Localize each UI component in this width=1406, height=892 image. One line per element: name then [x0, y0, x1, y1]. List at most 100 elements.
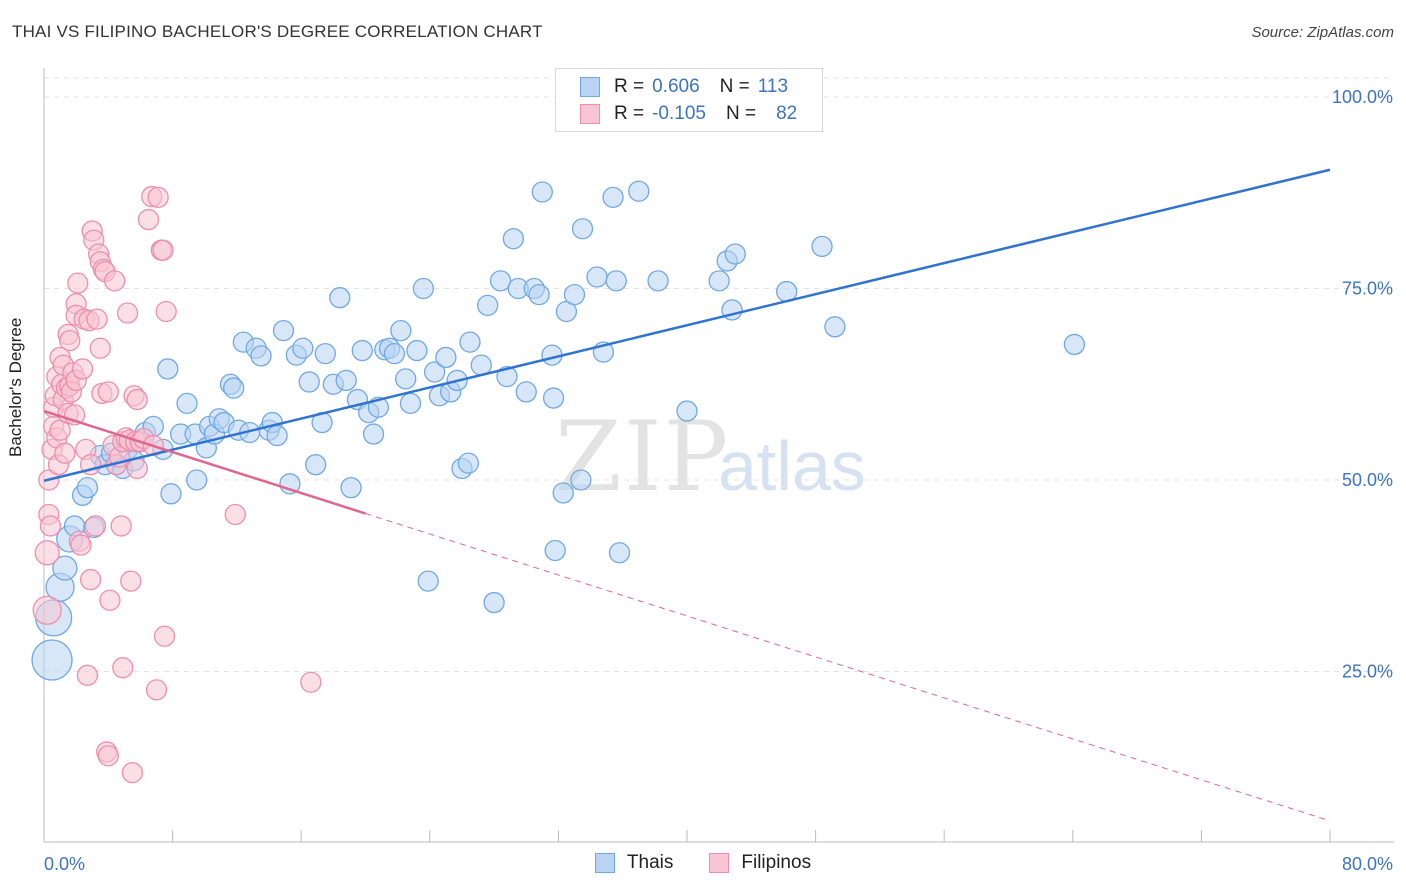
- thais-point: [489, 270, 512, 292]
- filipinos-point: [155, 300, 177, 323]
- filipinos-point: [145, 679, 168, 701]
- thais-point: [31, 639, 73, 681]
- filipinos-point: [70, 534, 92, 556]
- thais-point: [305, 454, 327, 476]
- filipinos-swatch: [709, 853, 730, 873]
- filipinos-swatch: [580, 104, 600, 124]
- filipinos-point: [84, 515, 107, 537]
- thais-point: [628, 180, 650, 202]
- thais-point: [544, 539, 566, 562]
- thais-point: [811, 235, 833, 258]
- r-label: R =: [614, 103, 645, 124]
- filipinos-point: [89, 337, 111, 359]
- filipinos-point: [126, 457, 148, 480]
- thais-point: [412, 277, 435, 300]
- thais-point: [708, 270, 730, 292]
- thais-point: [483, 591, 505, 614]
- thais-point: [602, 186, 624, 208]
- thais-point: [477, 294, 499, 317]
- thais-swatch: [594, 853, 615, 873]
- chart-title: THAI VS FILIPINO BACHELOR'S DEGREE CORRE…: [12, 22, 543, 41]
- thais-point: [528, 283, 550, 306]
- thais-point: [502, 228, 525, 250]
- filipinos-point: [67, 272, 89, 294]
- r-value: -0.105: [652, 103, 706, 124]
- thais-point: [298, 371, 320, 393]
- n-value: 82: [776, 103, 798, 124]
- thais-point: [390, 319, 412, 342]
- filipinos-point: [97, 745, 119, 767]
- thais-point: [423, 361, 446, 383]
- thais-point: [571, 218, 594, 240]
- y-tick-label: 25.0%: [1342, 662, 1393, 682]
- legend-item-thais[interactable]: Thais: [594, 852, 674, 874]
- filipinos-point: [153, 625, 176, 647]
- filipinos-point: [116, 302, 139, 324]
- thais-swatch: [580, 77, 600, 97]
- thais-point: [605, 270, 627, 292]
- thais-point: [250, 345, 272, 367]
- filipinos-point: [59, 329, 81, 352]
- filipinos-point: [32, 595, 62, 625]
- filipinos-point: [34, 540, 60, 566]
- n-label: N =: [719, 76, 750, 97]
- x-tick-label: 0.0%: [44, 854, 85, 874]
- thais-point: [383, 342, 406, 365]
- thais-point: [570, 469, 592, 491]
- thais-point: [186, 469, 208, 491]
- filipinos-point: [76, 664, 99, 686]
- thais-point: [542, 387, 565, 409]
- thais-point: [351, 339, 373, 362]
- thais-point: [329, 287, 351, 309]
- thais-point: [647, 270, 669, 292]
- thais-point: [676, 400, 698, 422]
- source-label: Source: ZipAtlas.com: [1251, 24, 1394, 41]
- legend-label: Filipinos: [741, 852, 812, 873]
- thais-point: [395, 368, 417, 390]
- thais-point: [266, 424, 288, 447]
- n-label: N =: [725, 103, 757, 124]
- thais-point: [292, 337, 314, 359]
- thais-point: [340, 477, 362, 499]
- thais-point: [406, 339, 428, 362]
- filipinos-point: [224, 503, 246, 526]
- thais-point: [435, 346, 457, 369]
- filipinos-point: [54, 442, 76, 464]
- filipinos-point: [79, 568, 102, 591]
- thais-point: [272, 319, 295, 342]
- thais-point: [824, 316, 846, 338]
- filipinos-point: [112, 657, 134, 679]
- y-tick-label: 50.0%: [1342, 470, 1393, 490]
- thais-point: [362, 423, 385, 445]
- thais-point: [417, 570, 439, 592]
- legend-item-filipinos[interactable]: Filipinos: [709, 852, 811, 874]
- thais-point: [496, 365, 518, 388]
- y-axis-label: Bachelor's Degree: [6, 317, 25, 457]
- thais-point: [459, 331, 481, 353]
- thais-point: [52, 555, 78, 581]
- thais-point: [515, 381, 537, 403]
- watermark-zip: ZIP: [555, 401, 730, 513]
- r-value: 0.606: [652, 76, 700, 97]
- filipinos-point: [110, 515, 132, 537]
- watermark-atlas: atlas: [718, 427, 866, 505]
- thais-point: [531, 181, 553, 203]
- stats-legend: R = 0.606 N = 113 R = -0.105 N = 82: [555, 68, 823, 132]
- filipinos-point: [121, 761, 144, 784]
- thais-point: [724, 243, 746, 265]
- filipinos-point: [104, 270, 126, 292]
- thais-point: [160, 483, 182, 505]
- filipinos-point: [120, 570, 142, 592]
- filipinos-point: [300, 671, 322, 693]
- x-tick-label: 80.0%: [1342, 854, 1393, 874]
- filipinos-point: [97, 381, 119, 403]
- legend-label: Thais: [626, 852, 674, 873]
- thais-point: [457, 452, 480, 474]
- legend-row-filipinos: R = -0.105 N = 82: [580, 101, 797, 127]
- filipinos-trend-line-dashed: [365, 513, 1331, 822]
- y-tick-label: 100.0%: [1332, 87, 1393, 107]
- filipinos-point: [99, 589, 121, 611]
- thais-point: [1063, 333, 1086, 356]
- thais-point: [586, 266, 608, 288]
